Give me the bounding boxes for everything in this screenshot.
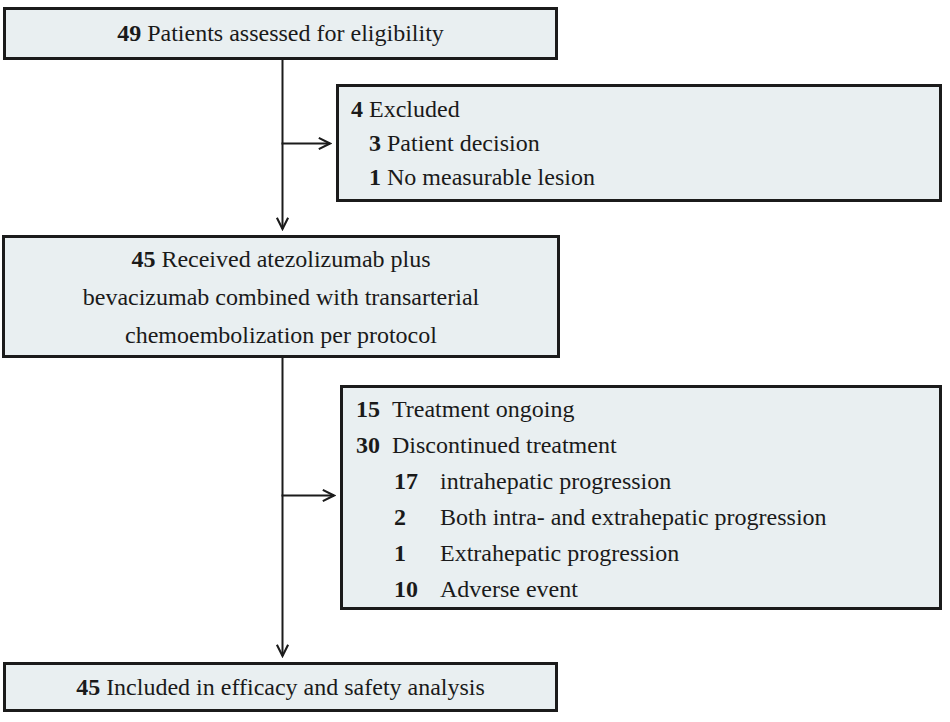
patient-count: 45 <box>131 246 155 272</box>
box-received-treatment: 45 Received atezolizumab plus bevacizuma… <box>2 235 560 358</box>
received-line-2: bevacizumab combined with transarterial <box>5 278 557 316</box>
discontinuation-reason: 10Adverse event <box>394 571 929 607</box>
box-label: Patients assessed for eligibility <box>147 20 444 46</box>
box-treatment-status: 15Treatment ongoing 30Discontinued treat… <box>340 385 942 610</box>
status-line: 15Treatment ongoing <box>356 391 929 427</box>
excluded-reason: 3 Patient decision <box>369 126 929 160</box>
excluded-reason: 1 No measurable lesion <box>369 160 929 194</box>
received-line-1: 45 Received atezolizumab plus <box>5 240 557 278</box>
box-excluded: 4 Excluded 3 Patient decision 1 No measu… <box>336 84 942 202</box>
patient-count: 45 <box>76 674 100 700</box>
box-assessed-for-eligibility: 49 Patients assessed for eligibility <box>3 7 558 60</box>
excluded-line: 4 Excluded <box>351 92 929 126</box>
patient-count: 49 <box>117 20 141 46</box>
received-line-3: chemoembolization per protocol <box>5 316 557 354</box>
discontinuation-reason: 1Extrahepatic progression <box>394 535 929 571</box>
box-label: Included in efficacy and safety analysis <box>106 674 485 700</box>
box-text: 49 Patients assessed for eligibility <box>117 20 444 47</box>
patient-flow-diagram: { "colors": { "box_fill": "#e9eff1", "bo… <box>0 0 950 722</box>
discontinuation-reason: 2Both intra- and extrahepatic progressio… <box>394 499 929 535</box>
discontinuation-reason: 17intrahepatic progression <box>394 463 929 499</box>
box-text: 45 Included in efficacy and safety analy… <box>76 674 485 701</box>
status-line: 30Discontinued treatment <box>356 427 929 463</box>
box-included-in-analysis: 45 Included in efficacy and safety analy… <box>3 662 558 712</box>
